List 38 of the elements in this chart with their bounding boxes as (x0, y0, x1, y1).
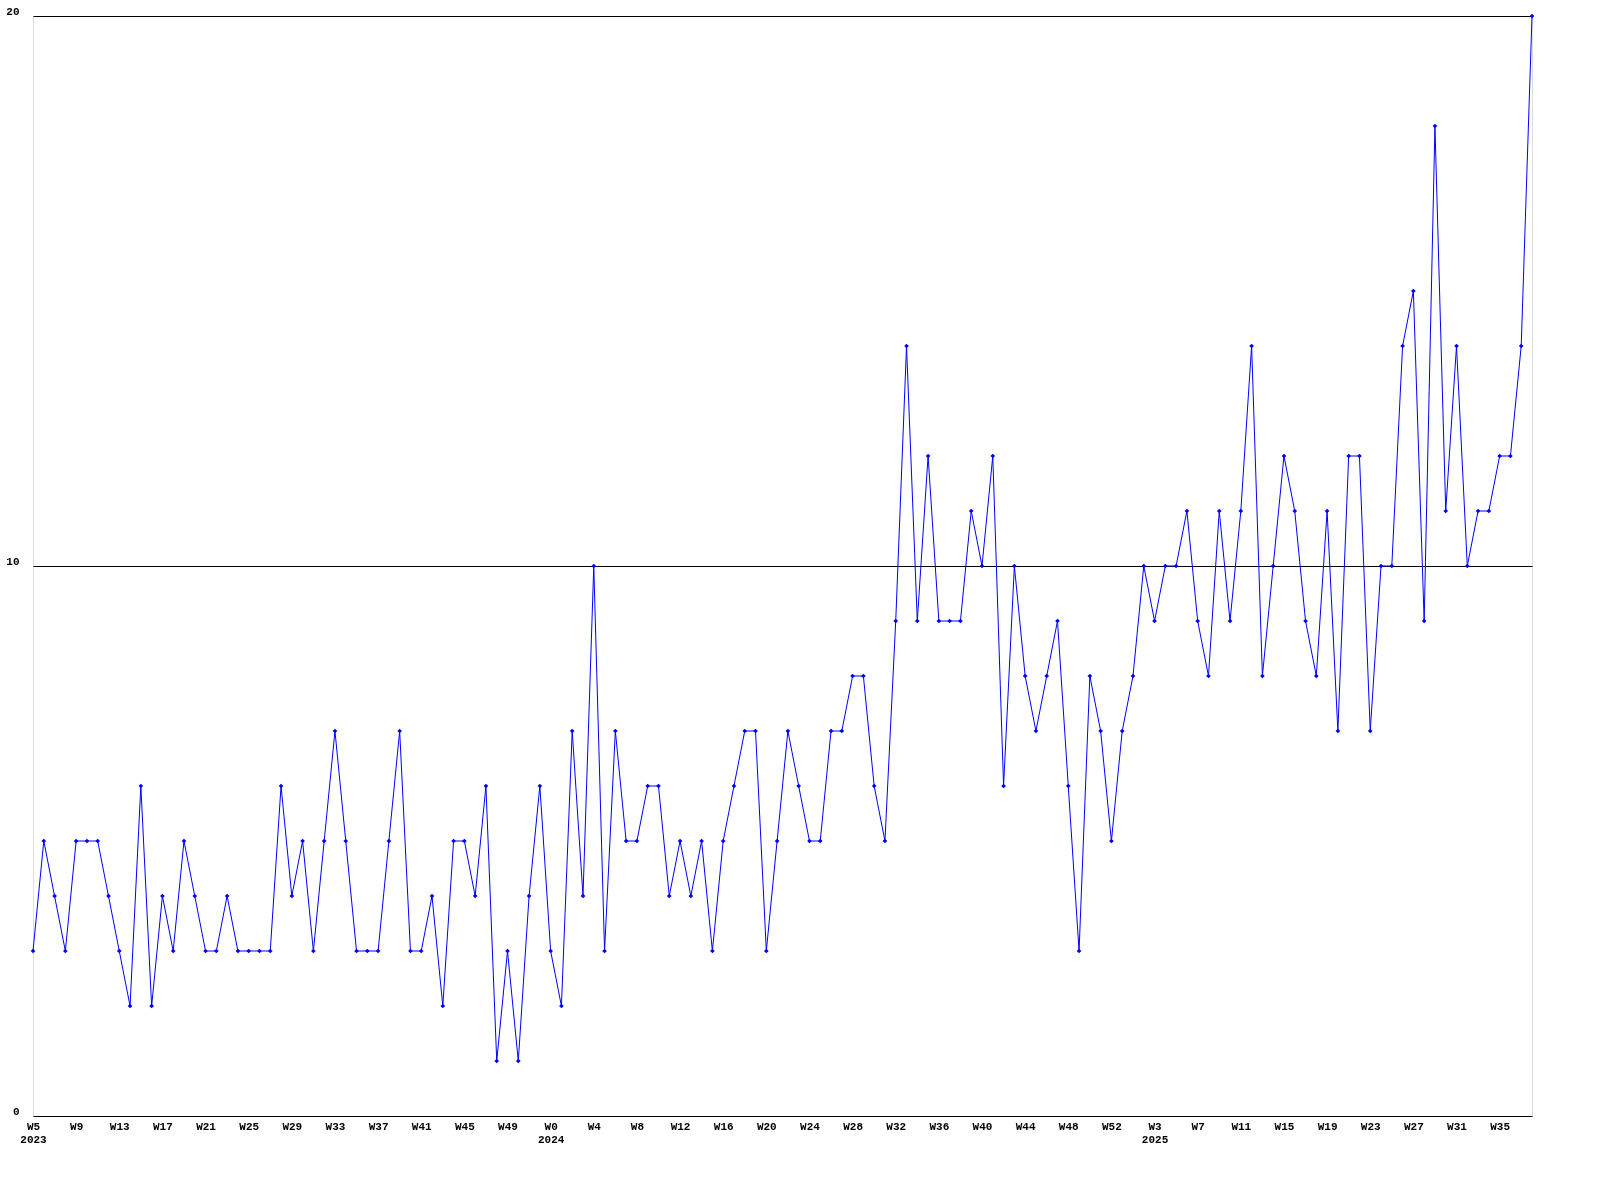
x-tick-label: W49 (498, 1120, 518, 1133)
x-tick-label: W17 (153, 1120, 173, 1133)
x-tick-label: W12 (670, 1120, 691, 1133)
y-tick-label: 0 (12, 1105, 20, 1118)
x-tick-label: W31 (1447, 1120, 1468, 1133)
x-tick-label: W4 (587, 1120, 602, 1133)
x-tick-label: W25 (239, 1120, 260, 1133)
x-tick-label: W8 (630, 1120, 645, 1133)
x-tick-label: W32 (886, 1120, 907, 1133)
x-tick-label: W20 (756, 1120, 777, 1133)
x-tick-label: W27 (1403, 1120, 1424, 1133)
x-tick-label: W40 (972, 1120, 993, 1133)
x-tick-label: W3 2025 (1141, 1120, 1169, 1146)
x-tick-label: W15 (1274, 1120, 1295, 1133)
x-tick-label: W29 (282, 1120, 303, 1133)
x-tick-label: W7 (1191, 1120, 1205, 1133)
x-tick-label: W16 (713, 1120, 734, 1133)
x-tick-label: W13 (109, 1120, 131, 1133)
x-tick-label: W44 (1015, 1120, 1036, 1133)
x-tick-label: W24 (800, 1120, 821, 1133)
x-tick-label: W45 (454, 1120, 476, 1133)
x-tick-label: W11 (1231, 1120, 1252, 1133)
x-tick-label: W5 2023 (20, 1120, 48, 1146)
x-tick-label: W33 (325, 1120, 346, 1133)
x-tick-label: W41 (411, 1120, 433, 1133)
y-tick-label: 20 (6, 5, 20, 18)
x-tick-label: W23 (1360, 1120, 1382, 1133)
x-tick-label: W36 (929, 1120, 950, 1133)
x-tick-label: W0 2024 (537, 1120, 565, 1146)
x-tick-label: W21 (196, 1120, 217, 1133)
x-tick-label: W35 (1490, 1120, 1511, 1133)
x-tick-label: W19 (1317, 1120, 1338, 1133)
x-tick-label: W48 (1058, 1120, 1080, 1133)
y-tick-label: 10 (6, 555, 20, 568)
x-tick-label: W9 (70, 1120, 84, 1133)
x-tick-label: W37 (368, 1120, 389, 1133)
x-tick-label: W28 (843, 1120, 864, 1133)
x-tick-label: W52 (1102, 1120, 1122, 1133)
